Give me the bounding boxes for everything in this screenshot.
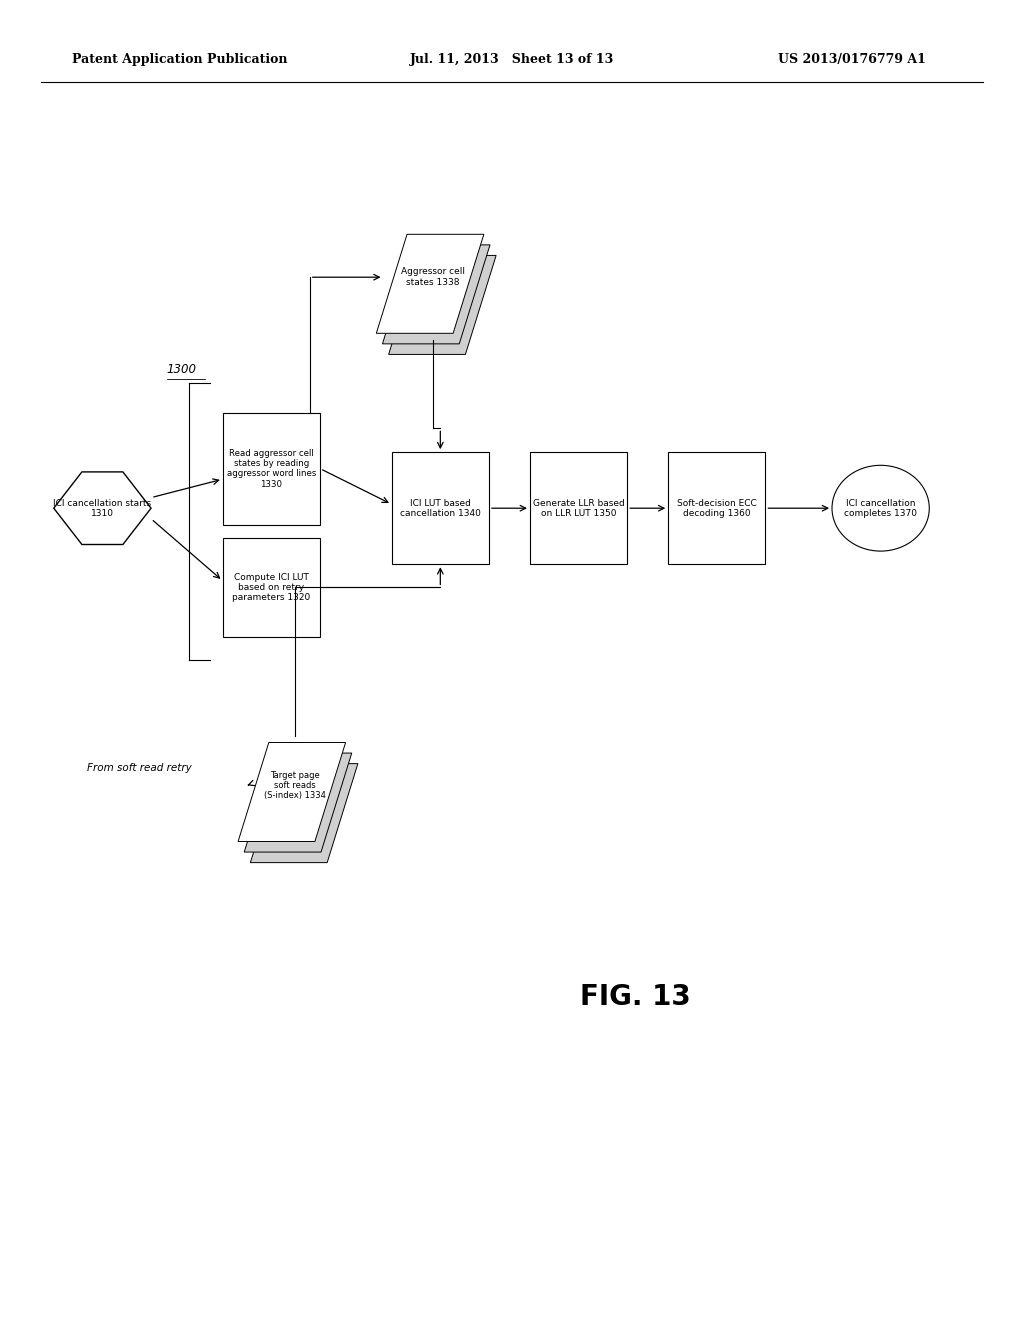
- Bar: [391, 451, 489, 565]
- Polygon shape: [238, 742, 345, 842]
- Text: Read aggressor cell
states by reading
aggressor word lines
1330: Read aggressor cell states by reading ag…: [226, 449, 316, 488]
- Text: ICI LUT based
cancellation 1340: ICI LUT based cancellation 1340: [400, 499, 480, 517]
- Polygon shape: [383, 244, 489, 343]
- Bar: [530, 451, 627, 565]
- Text: Patent Application Publication: Patent Application Publication: [72, 53, 287, 66]
- Polygon shape: [377, 235, 483, 333]
- Text: Generate LLR based
on LLR LUT 1350: Generate LLR based on LLR LUT 1350: [532, 499, 625, 517]
- Bar: [668, 451, 765, 565]
- Text: US 2013/0176779 A1: US 2013/0176779 A1: [778, 53, 926, 66]
- Bar: [223, 537, 319, 636]
- Text: Compute ICI LUT
based on retry
parameters 1320: Compute ICI LUT based on retry parameter…: [232, 573, 310, 602]
- Polygon shape: [389, 256, 496, 354]
- Bar: [223, 412, 319, 524]
- Text: Jul. 11, 2013   Sheet 13 of 13: Jul. 11, 2013 Sheet 13 of 13: [410, 53, 613, 66]
- Text: FIG. 13: FIG. 13: [580, 982, 690, 1011]
- Text: From soft read retry: From soft read retry: [87, 763, 191, 774]
- Polygon shape: [250, 763, 358, 863]
- Polygon shape: [54, 473, 152, 544]
- Text: 1300: 1300: [167, 363, 197, 376]
- Text: Aggressor cell
states 1338: Aggressor cell states 1338: [401, 268, 465, 286]
- Text: ICI cancellation
completes 1370: ICI cancellation completes 1370: [844, 499, 918, 517]
- Text: Soft-decision ECC
decoding 1360: Soft-decision ECC decoding 1360: [677, 499, 757, 517]
- Text: Target page
soft reads
(S-index) 1334: Target page soft reads (S-index) 1334: [264, 771, 326, 800]
- Polygon shape: [244, 752, 352, 853]
- Ellipse shape: [831, 466, 930, 552]
- Text: ICI cancellation starts
1310: ICI cancellation starts 1310: [53, 499, 152, 517]
